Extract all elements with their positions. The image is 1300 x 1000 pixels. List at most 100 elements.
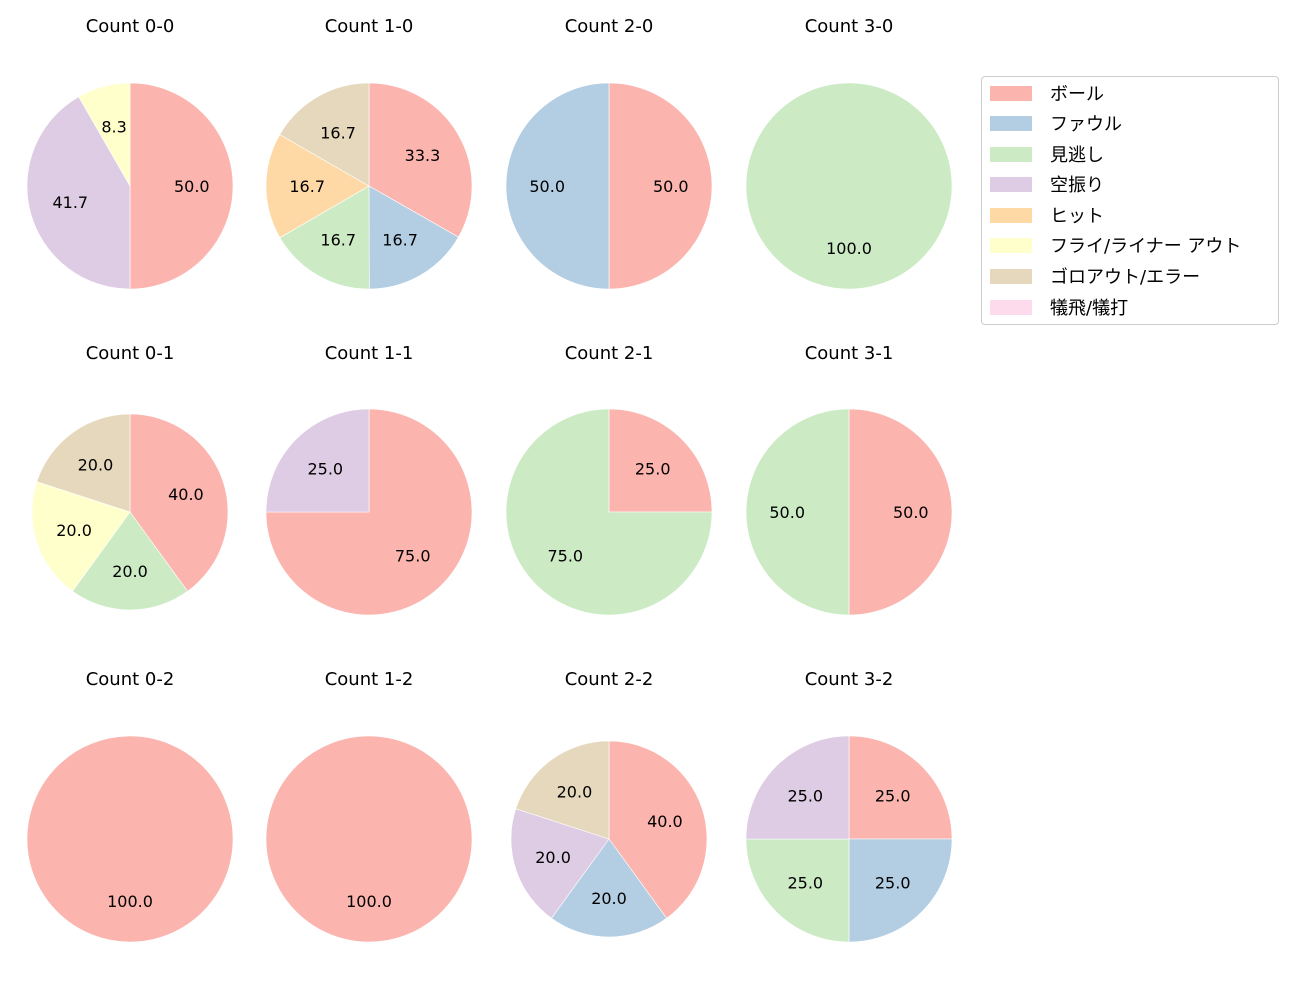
- pie-chart: 100.0: [745, 82, 953, 290]
- pie-panel: Count 3-2 25.0 25.0 25.0 25.0: [729, 653, 969, 953]
- pie-slice-label: 41.7: [52, 193, 88, 212]
- pie-slice-label: 75.0: [547, 547, 583, 566]
- pie-chart: 50.0 41.7 8.3: [26, 82, 234, 290]
- pie-panel: Count 1-2 100.0: [249, 653, 489, 953]
- pie-chart: 100.0: [265, 735, 473, 943]
- pie-slice: [745, 735, 850, 840]
- pie-slice-label: 20.0: [591, 889, 627, 908]
- pie-slice-label: 20.0: [56, 521, 92, 540]
- pie-slice: [265, 134, 370, 239]
- pie-panel: Count 2-0 50.0 50.0: [489, 0, 729, 300]
- pie-slice: [26, 735, 234, 943]
- legend-item-foul: ファウル: [990, 111, 1122, 135]
- legend-item-grounder-error: ゴロアウト/エラー: [990, 264, 1200, 288]
- pie-title: Count 2-1: [564, 343, 654, 364]
- pie-slice: [36, 413, 131, 513]
- legend-swatch: [990, 268, 1032, 284]
- legend-swatch: [990, 176, 1032, 192]
- legend-label: 犠飛/犠打: [1050, 298, 1129, 319]
- legend-item-called-strike: 見逃し: [990, 142, 1104, 166]
- legend-swatch: [990, 207, 1032, 223]
- pie-slice: [265, 735, 473, 943]
- pie-slice-label: 25.0: [787, 874, 823, 893]
- legend-swatch: [990, 299, 1032, 315]
- legend-label: ヒット: [1050, 206, 1104, 227]
- pie-slice-label: 16.7: [382, 230, 418, 249]
- legend-label: 見逃し: [1050, 145, 1104, 166]
- pie-slice-label: 25.0: [875, 874, 911, 893]
- pie-title: Count 1-1: [324, 343, 414, 364]
- pie-slice: [505, 408, 713, 616]
- pie-slice: [745, 838, 850, 943]
- pie-panel: Count 1-1 75.0 25.0: [249, 327, 489, 627]
- pie-slice-label: 25.0: [635, 459, 671, 478]
- pie-slice: [510, 808, 610, 919]
- pie-slice: [515, 740, 610, 840]
- pie-slice-label: 75.0: [395, 547, 431, 566]
- pie-title: Count 2-0: [564, 16, 654, 37]
- pie-panel: Count 3-0 100.0: [729, 0, 969, 300]
- pie-slice: [848, 735, 953, 840]
- pie-slice: [550, 838, 668, 938]
- pie-slice: [129, 82, 234, 290]
- pie-slice-label: 50.0: [174, 177, 210, 196]
- pie-slice: [31, 481, 131, 592]
- pie-slice-label: 33.3: [405, 146, 441, 165]
- pie-chart: 40.0 20.0 20.0 20.0: [510, 740, 708, 938]
- pie-slice: [71, 511, 189, 611]
- legend-item-sacrifice: 犠飛/犠打: [990, 295, 1128, 319]
- pie-slice-label: 50.0: [653, 177, 689, 196]
- pie-slice-label: 50.0: [893, 503, 929, 522]
- pie-slice-label: 100.0: [346, 892, 392, 911]
- pie-slice: [745, 82, 953, 290]
- pie-slice: [265, 408, 473, 616]
- pie-title: Count 1-2: [324, 669, 414, 690]
- legend-swatch: [990, 85, 1032, 101]
- pie-slice: [368, 185, 459, 290]
- pie-slice: [848, 408, 953, 616]
- pie-title: Count 0-1: [85, 343, 175, 364]
- pie-chart: 100.0: [26, 735, 234, 943]
- pie-title: Count 3-1: [804, 343, 894, 364]
- pie-panel: Count 0-2 100.0: [10, 653, 250, 953]
- pie-slice: [279, 82, 370, 187]
- pie-slice: [368, 82, 473, 238]
- pie-slice-label: 100.0: [826, 239, 872, 258]
- pie-slice-label: 16.7: [320, 231, 356, 250]
- pie-slice-label: 20.0: [557, 782, 593, 801]
- pie-slice: [265, 408, 370, 513]
- pie-slice-label: 40.0: [647, 812, 683, 831]
- pie-chart: 50.0 50.0: [745, 408, 953, 616]
- pie-chart: 25.0 25.0 25.0 25.0: [745, 735, 953, 943]
- pie-slice-label: 25.0: [875, 786, 911, 805]
- pie-slice-label: 40.0: [168, 485, 204, 504]
- pie-slice-label: 25.0: [787, 786, 823, 805]
- pie-title: Count 2-2: [564, 669, 654, 690]
- pie-panel: Count 3-1 50.0 50.0: [729, 327, 969, 627]
- legend-label: フライ/ライナー アウト: [1050, 236, 1242, 257]
- pie-slice: [608, 740, 708, 919]
- pie-slice-label: 100.0: [107, 892, 153, 911]
- pie-slice-label: 50.0: [769, 503, 805, 522]
- pie-chart: 40.0 20.0 20.0 20.0: [31, 413, 229, 611]
- pie-slice: [505, 82, 610, 290]
- pie-slice-label: 50.0: [529, 177, 565, 196]
- pie-slice-label: 16.7: [320, 123, 356, 142]
- pie-panel: Count 0-0 50.0 41.7 8.3: [10, 0, 250, 300]
- pie-slice: [608, 408, 713, 513]
- legend-label: ボール: [1050, 84, 1104, 105]
- pie-slice-label: 8.3: [101, 117, 126, 136]
- legend-label: ファウル: [1050, 114, 1122, 135]
- pie-slice: [279, 185, 370, 290]
- legend-swatch: [990, 146, 1032, 162]
- legend: ボール ファウル 見逃し 空振り ヒット フライ/ライナー アウト ゴロアウト/…: [981, 76, 1279, 325]
- legend-item-hit: ヒット: [990, 203, 1104, 227]
- pie-chart: 33.3 16.7 16.7 16.7 16.7: [265, 82, 473, 290]
- pie-chart: 25.0 75.0: [505, 408, 713, 616]
- legend-label: ゴロアウト/エラー: [1050, 267, 1201, 288]
- pie-title: Count 3-0: [804, 16, 894, 37]
- legend-swatch: [990, 237, 1032, 253]
- pie-slice: [608, 82, 713, 290]
- pie-panel: Count 2-1 25.0 75.0: [489, 327, 729, 627]
- pie-title: Count 0-2: [85, 669, 175, 690]
